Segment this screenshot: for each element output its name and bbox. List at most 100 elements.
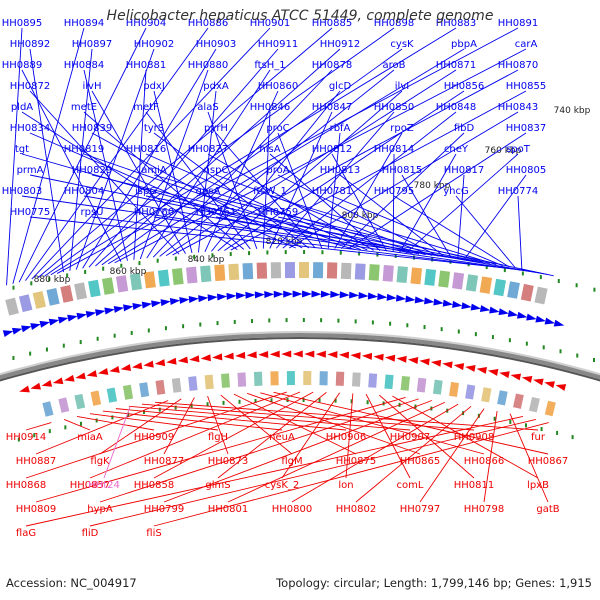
tick-mark (337, 318, 340, 323)
reverse-gene-arrow (30, 382, 41, 390)
forward-leader-line (269, 111, 333, 249)
cog-block-reverse (432, 379, 443, 395)
cog-block-forward (242, 262, 254, 280)
reverse-gene-arrow (177, 356, 189, 364)
forward-gene-label: metF (133, 102, 159, 113)
cog-block-reverse (270, 371, 279, 386)
forward-leader-line (517, 195, 523, 270)
forward-gene-label: HH0815 (382, 165, 423, 176)
forward-gene-label: alaS (197, 102, 218, 113)
forward-gene-arrow (245, 291, 256, 299)
reverse-gene-label: HH0802 (336, 504, 377, 515)
forward-leader-line (392, 153, 395, 252)
reverse-gene-arrow (41, 380, 53, 387)
reverse-gene-label: HH0887 (16, 456, 57, 467)
backbone-arc-2 (0, 337, 600, 382)
forward-gene-label: fibD (454, 123, 475, 134)
cog-block-forward (465, 274, 479, 292)
reverse-gene-arrow (212, 353, 223, 361)
reverse-leader-line (89, 391, 301, 479)
tick-mark (268, 318, 271, 323)
forward-gene-arrow (292, 290, 303, 298)
forward-gene-arrow (169, 298, 181, 305)
reverse-gene-arrow (131, 362, 143, 370)
forward-gene-label: HH0886 (188, 18, 229, 29)
forward-gene-label: HH0870 (498, 60, 539, 71)
forward-gene-label: HH0795 (374, 186, 415, 197)
tick-mark (493, 416, 496, 421)
cog-block-reverse (58, 397, 70, 413)
tick-mark (412, 255, 415, 260)
forward-leader-line (82, 48, 217, 269)
reverse-gene-label: HH0799 (144, 504, 185, 515)
forward-gene-label: HH0892 (10, 39, 51, 50)
forward-gene-label: HH0839 (72, 123, 113, 134)
forward-leader-line (18, 27, 147, 283)
cog-block-reverse (42, 401, 54, 417)
forward-gene-arrow (160, 299, 171, 307)
tick-mark (142, 410, 145, 415)
reverse-gene-arrow (120, 364, 132, 372)
cog-block-forward (88, 279, 101, 298)
tick-mark (474, 332, 477, 337)
forward-gene-arrow (11, 327, 23, 335)
tick-mark (45, 347, 48, 352)
reverse-leader-line (345, 393, 354, 479)
tick-mark (229, 252, 232, 257)
forward-gene-arrow (507, 310, 519, 317)
reverse-gene-arrow (465, 364, 476, 372)
tick-mark (524, 423, 527, 428)
tick-mark (248, 251, 251, 256)
tick-mark (190, 403, 193, 408)
tick-mark (509, 419, 512, 424)
tick-mark (542, 345, 545, 350)
forward-gene-arrow (414, 296, 426, 304)
tick-mark (354, 319, 357, 324)
cog-block-forward (143, 271, 156, 289)
reverse-gene-arrow (281, 350, 292, 358)
forward-leader-line (153, 216, 542, 274)
cog-block-forward (200, 265, 212, 283)
kbp-tick-label: 780 kbp (414, 181, 451, 191)
forward-gene-label: HH0878 (312, 60, 353, 71)
tick-mark (96, 336, 99, 341)
tick-mark (320, 318, 323, 323)
reverse-gene-label: neuA (269, 432, 295, 443)
forward-gene-arrow (57, 316, 69, 324)
reverse-gene-arrow (109, 366, 120, 373)
forward-gene-arrow (544, 317, 556, 325)
forward-gene-arrow (179, 296, 190, 304)
cog-block-forward (534, 286, 548, 305)
forward-gene-label: HH0829 (72, 165, 113, 176)
rna-leader-line (103, 405, 131, 479)
cog-block-reverse (368, 373, 378, 388)
forward-gene-arrow (479, 305, 491, 313)
reverse-gene-label: fliD (82, 528, 99, 539)
reverse-leader-line (141, 403, 475, 431)
tick-mark (366, 400, 369, 405)
forward-gene-arrow (283, 290, 294, 298)
forward-gene-label: rbfA (330, 123, 351, 134)
forward-gene-arrow (207, 294, 218, 302)
reverse-gene-label: HH0866 (464, 456, 505, 467)
forward-leader-line (101, 48, 403, 266)
forward-gene-arrow (113, 305, 125, 313)
reverse-gene-label: flgK (90, 456, 110, 467)
forward-gene-label: tgt (15, 144, 29, 155)
cog-block-forward (129, 273, 143, 291)
forward-gene-label: HH0850 (374, 102, 415, 113)
forward-gene-label: HH0904 (126, 18, 167, 29)
forward-leader-line (21, 153, 355, 250)
reverse-gene-label: HH0914 (6, 432, 47, 443)
forward-gene-label: HH0760 (134, 207, 175, 218)
tick-mark (285, 318, 288, 323)
reverse-gene-label: fur (531, 432, 546, 443)
cog-block-forward (479, 276, 493, 294)
reverse-gene-arrow (407, 357, 419, 365)
forward-leader-line (331, 195, 503, 267)
cog-block-reverse (237, 372, 247, 387)
tick-mark (503, 268, 506, 273)
cog-block-reverse (106, 387, 118, 403)
cog-block-forward (396, 266, 408, 283)
cog-block-reverse (400, 375, 410, 391)
